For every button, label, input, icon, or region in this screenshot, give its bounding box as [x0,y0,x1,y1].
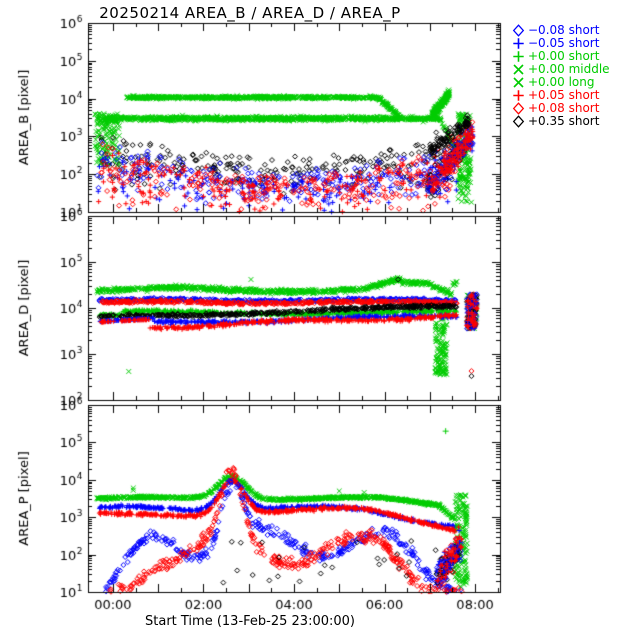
legend-marker-plus-icon [512,50,525,63]
legend-label: +0.00 middle [528,62,610,76]
legend-item: −0.08 short [512,24,640,37]
x-axis-title: Start Time (13-Feb-25 23:00:00) [145,614,355,629]
legend: −0.08 short −0.05 short +0.00 short +0.00 m… [512,24,640,128]
legend-label: +0.08 short [528,101,600,115]
legend-marker-cross-icon [512,63,525,76]
legend-item: +0.00 short [512,50,640,63]
legend-item: −0.05 short [512,37,640,50]
legend-label: −0.08 short [528,23,600,37]
legend-marker-plus-icon [512,89,525,102]
legend-item: +0.05 short [512,89,640,102]
legend-item: +0.35 short [512,115,640,128]
legend-marker-plus-icon [512,37,525,50]
legend-marker-diamond-icon [512,24,525,37]
legend-label: +0.05 short [528,88,600,102]
legend-marker-cross-icon [512,76,525,89]
legend-label: +0.35 short [528,114,600,128]
legend-item: +0.00 middle [512,63,640,76]
legend-label: +0.00 long [528,75,595,89]
page-title: 20250214 AREA_B / AREA_D / AREA_P [99,4,401,22]
legend-item: +0.00 long [512,76,640,89]
legend-label: +0.00 short [528,49,600,63]
legend-item: +0.08 short [512,102,640,115]
legend-label: −0.05 short [528,36,600,50]
legend-marker-diamond-icon [512,115,525,128]
legend-marker-diamond-icon [512,102,525,115]
